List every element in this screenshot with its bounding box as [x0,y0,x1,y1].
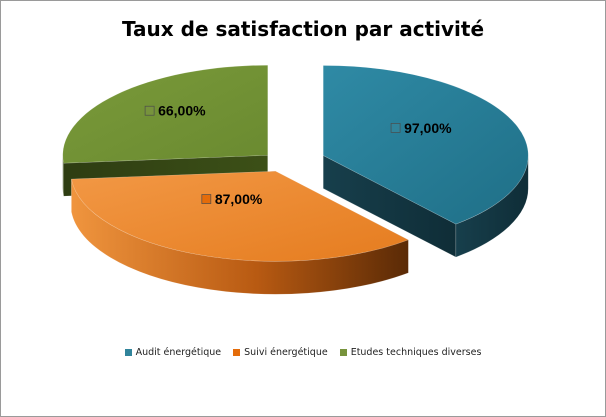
pie-slice-top-etudes [62,64,269,164]
data-label-etudes: 66,00% [144,103,206,119]
legend-entry-audit: Audit énergétique [124,347,222,358]
legend-label-etudes: Etudes techniques diverses [350,347,482,358]
data-label-text-audit: 97,00% [404,120,452,136]
pie-slice-top-audit [322,65,529,225]
legend-swatch-suivi [233,349,241,356]
legend-swatch-etudes [339,349,347,356]
pie-slice-suivi [71,170,410,295]
data-label-audit: 97,00% [390,120,452,136]
legend-swatch-audit [124,349,132,356]
pie-slice-wall-audit-1 [322,154,457,258]
data-label-key-etudes [144,105,155,116]
pie-slice-audit [322,65,529,258]
legend-entry-suivi: Suivi énergétique [233,347,328,358]
data-label-key-audit [390,123,401,133]
legend-label-audit: Audit énergétique [135,347,222,358]
pie-slice-top-suivi [71,170,410,262]
chart-title: Taux de satisfaction par activité [121,17,485,41]
data-label-suivi: 87,00% [201,191,263,207]
data-label-key-suivi [201,194,212,204]
legend-label-suivi: Suivi énergétique [244,347,328,358]
data-label-text-suivi: 87,00% [215,191,263,207]
legend-entry-etudes: Etudes techniques diverses [339,347,482,358]
legend: Audit énergétique Suivi énergétique Etud… [0,347,606,358]
data-label-text-etudes: 66,00% [158,103,206,119]
